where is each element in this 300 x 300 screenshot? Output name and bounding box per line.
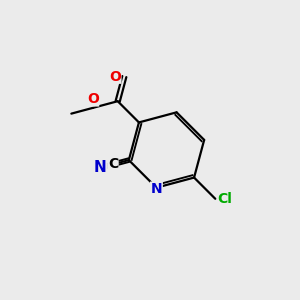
Text: N: N <box>94 160 106 175</box>
Text: C: C <box>108 158 118 171</box>
Text: O: O <box>110 70 121 84</box>
Text: N: N <box>151 182 162 196</box>
Text: O: O <box>87 92 99 106</box>
Text: Cl: Cl <box>218 192 232 206</box>
